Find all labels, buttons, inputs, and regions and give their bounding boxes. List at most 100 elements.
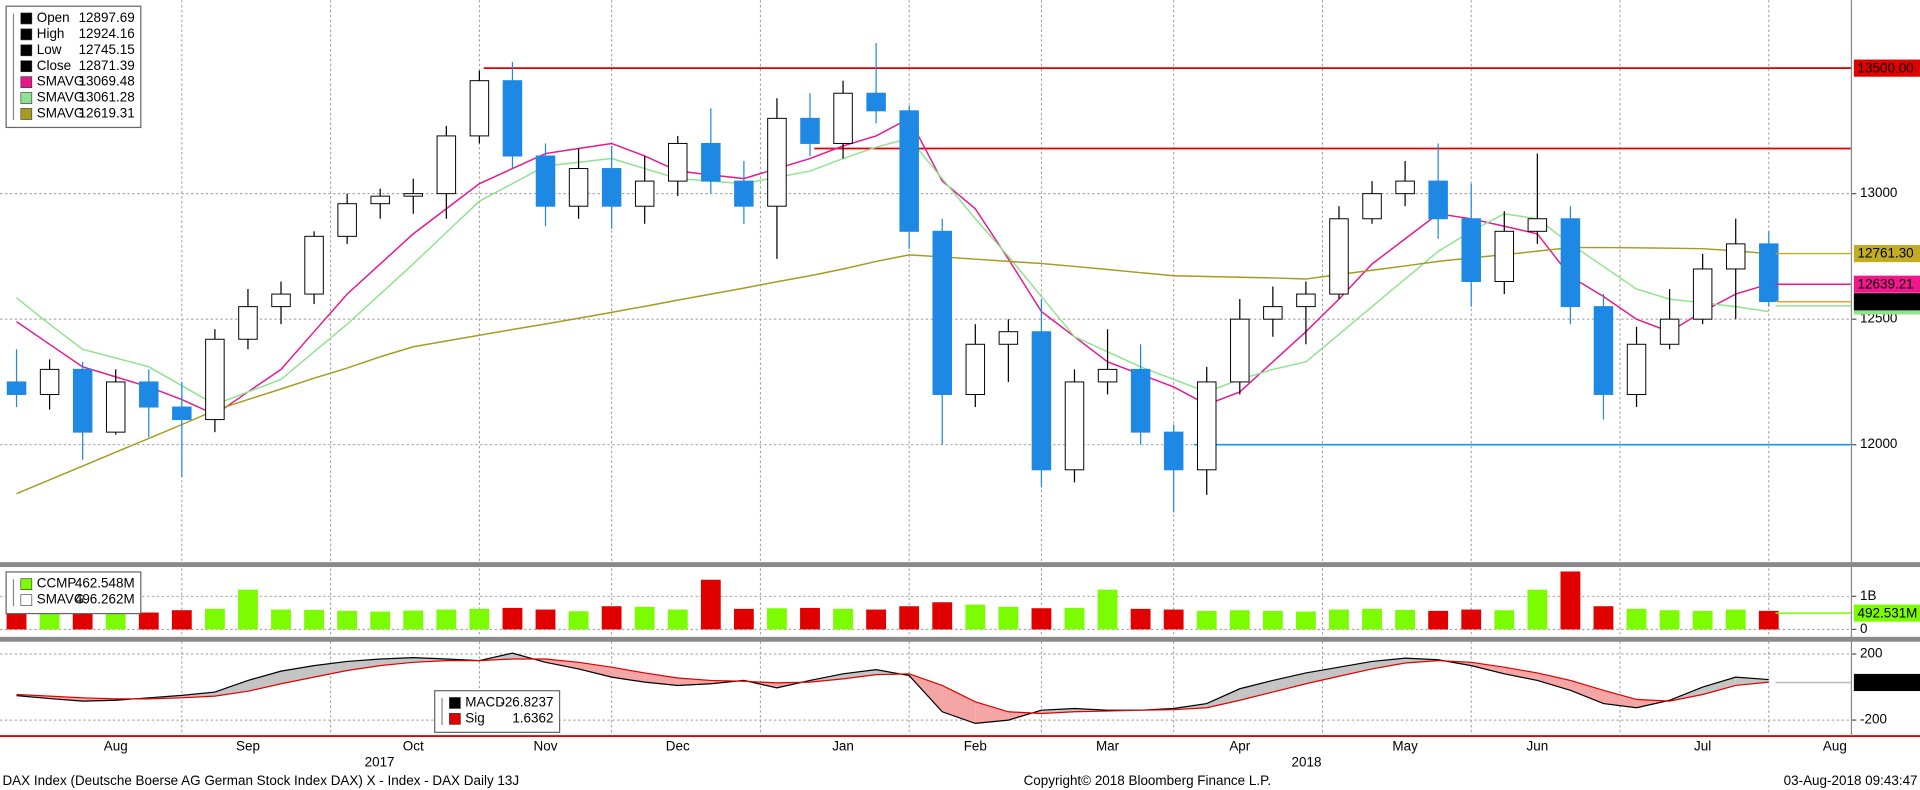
series-line	[16, 652, 1769, 725]
legend-swatch	[449, 697, 461, 709]
footer-right: 03-Aug-2018 09:43:47	[1784, 773, 1918, 788]
y-tick-label: 13000	[1860, 185, 1897, 200]
legend-name: Open	[37, 10, 70, 25]
macd-fill	[314, 661, 348, 678]
volume-bar	[1758, 610, 1779, 630]
volume-bar	[1428, 610, 1449, 630]
legend-value: -26.8237	[500, 695, 553, 710]
legend-name: MACD	[465, 695, 505, 710]
candle-body	[899, 110, 919, 232]
candle-body	[932, 230, 952, 395]
year-label: 2018	[1292, 755, 1322, 770]
x-tick-label: Apr	[1229, 739, 1250, 754]
volume-bar	[1163, 609, 1184, 630]
candle-body	[1527, 218, 1548, 232]
y-tick-label: 0	[1860, 621, 1867, 636]
footer-center: Copyright© 2018 Bloomberg Finance L.P.	[1024, 773, 1271, 788]
macd-fill	[1702, 677, 1736, 695]
volume-bar	[1725, 609, 1746, 630]
y-tick-label: 12000	[1860, 436, 1897, 451]
legend-value: 1.6362	[512, 710, 553, 725]
legend-value: 12745.15	[79, 42, 135, 57]
x-tick-label: Aug	[1823, 739, 1847, 754]
candle-body	[767, 117, 787, 207]
candle-body	[1759, 243, 1779, 303]
legend-value: 462.548M	[75, 576, 135, 591]
volume-bar	[899, 606, 920, 630]
plot-layer	[0, 0, 1857, 735]
price-tag-label: 492.531M	[1858, 605, 1918, 620]
volume-bar	[833, 608, 853, 630]
candle-body	[205, 338, 225, 421]
legend-value: 12871.39	[79, 58, 135, 73]
volume-bar	[568, 611, 589, 630]
year-label: 2017	[365, 755, 395, 770]
candle-body	[1064, 381, 1085, 471]
legend-name: SMAVG	[37, 106, 85, 121]
y-tick-label: -200	[1860, 712, 1887, 727]
volume-bar	[1461, 609, 1482, 630]
candle-body	[1097, 368, 1118, 383]
candle-body	[6, 381, 27, 395]
macd-fill	[247, 671, 282, 692]
x-tick-label: Feb	[964, 739, 987, 754]
legend-name: Sig	[465, 710, 484, 725]
volume-bar	[1031, 608, 1052, 630]
volume-bar	[1527, 589, 1548, 630]
volume-bar	[733, 608, 754, 630]
macd-fill	[1272, 672, 1306, 693]
candle-body	[72, 368, 93, 433]
price-tag-label: 12569.40	[1858, 294, 1914, 309]
candle-body	[800, 117, 820, 144]
candle-body	[1230, 318, 1250, 383]
footer-left: DAX Index (Deutsche Boerse AG German Sto…	[2, 773, 519, 788]
x-tick-label: Oct	[403, 739, 424, 754]
volume-bar	[337, 610, 358, 630]
candle-body	[271, 293, 291, 308]
x-tick-label: Jun	[1526, 739, 1548, 754]
volume-bar	[271, 609, 291, 630]
macd-fill	[1471, 662, 1505, 674]
volume-bar	[171, 610, 192, 630]
volume-bar	[932, 602, 953, 630]
candle-body	[39, 368, 60, 395]
macd-fill	[1603, 690, 1637, 708]
legend-swatch	[449, 713, 461, 725]
volume-bar	[39, 611, 60, 630]
legend-swatch	[20, 12, 33, 25]
volume-bar	[6, 610, 27, 630]
candle-body	[1560, 218, 1581, 308]
x-tick-label: Sep	[236, 739, 260, 754]
legend-name: High	[37, 26, 65, 41]
volume-bar	[800, 607, 820, 630]
price-tag-label: 27.6441	[1858, 675, 1907, 690]
macd-fill	[380, 657, 414, 666]
volume-bar	[1329, 609, 1349, 630]
y-tick-label: 12500	[1860, 311, 1897, 326]
legend-swatch	[20, 44, 33, 57]
candle-body	[535, 155, 556, 207]
x-tick-label: Jan	[832, 739, 854, 754]
legend-name: CCMP	[37, 576, 77, 591]
candle-body	[105, 381, 126, 433]
legend-swatch	[20, 578, 33, 590]
candle-body	[1395, 180, 1415, 195]
candle-body	[701, 142, 721, 182]
volume-bar	[1593, 606, 1614, 630]
candle-body	[734, 180, 754, 207]
volume-bar	[1296, 611, 1316, 630]
candle-body	[998, 331, 1019, 345]
volume-bar	[1560, 571, 1581, 630]
volume-bar	[1692, 610, 1713, 630]
candle-body	[1196, 381, 1217, 471]
y-tick-label: 1B	[1860, 588, 1876, 603]
x-tick-label: Aug	[104, 739, 128, 754]
volume-bar	[634, 606, 655, 630]
macd-fill	[975, 701, 1009, 724]
macd-fill	[1504, 667, 1538, 681]
candle-body	[238, 306, 258, 340]
candle-body	[370, 195, 390, 205]
candle-body	[1130, 368, 1151, 433]
volume-bar	[700, 579, 721, 630]
